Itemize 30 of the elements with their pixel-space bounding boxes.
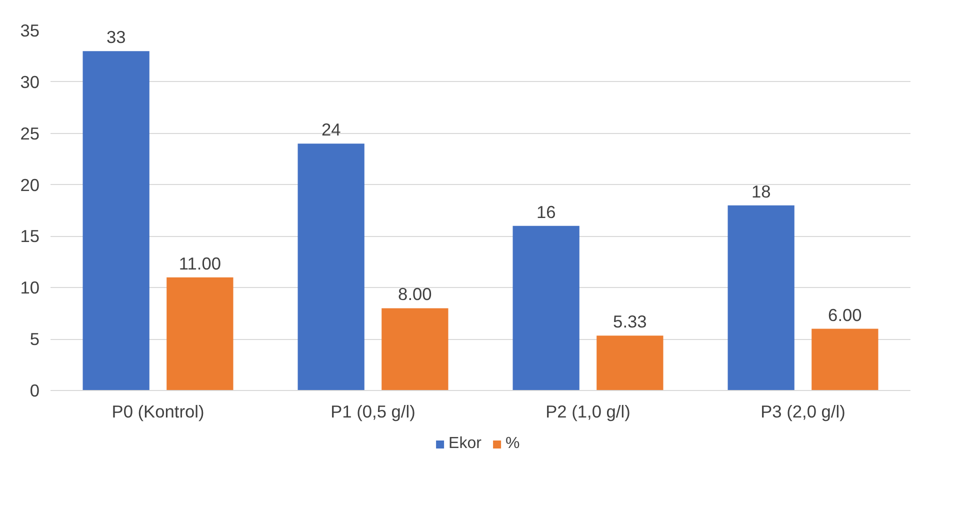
bar	[596, 336, 664, 390]
legend-label: %	[505, 435, 521, 453]
data-label: 33	[106, 27, 126, 48]
data-label: 8.00	[398, 284, 432, 304]
bar	[728, 205, 794, 390]
x-tick-label: P2 (1,0 g/l)	[546, 402, 630, 422]
bar	[382, 308, 448, 390]
data-label: 16	[536, 202, 556, 222]
x-tick-label: P1 (0,5 g/l)	[330, 402, 416, 422]
data-label: 5.33	[613, 312, 647, 332]
bar	[82, 51, 150, 390]
x-tick-label: P3 (2,0 g/l)	[760, 402, 846, 422]
y-tick-label: 0	[30, 380, 40, 400]
data-label: 18	[751, 181, 771, 202]
x-tick-label: P0 (Kontrol)	[112, 402, 204, 422]
bar	[812, 328, 878, 390]
y-tick-label: 20	[20, 174, 40, 195]
data-label: 6.00	[828, 304, 862, 325]
y-tick-label: 5	[30, 329, 40, 350]
y-tick-label: 25	[20, 123, 40, 144]
bar	[512, 226, 580, 390]
y-tick-label: 35	[20, 20, 40, 40]
bar	[166, 277, 234, 390]
data-label: 24	[321, 120, 342, 140]
y-tick-label: 15	[20, 226, 40, 246]
y-tick-label: 10	[20, 278, 40, 298]
bar	[298, 144, 364, 390]
legend-label: Ekor	[448, 435, 482, 453]
data-label: 11.00	[178, 253, 221, 274]
y-tick-label: 30	[20, 72, 40, 92]
